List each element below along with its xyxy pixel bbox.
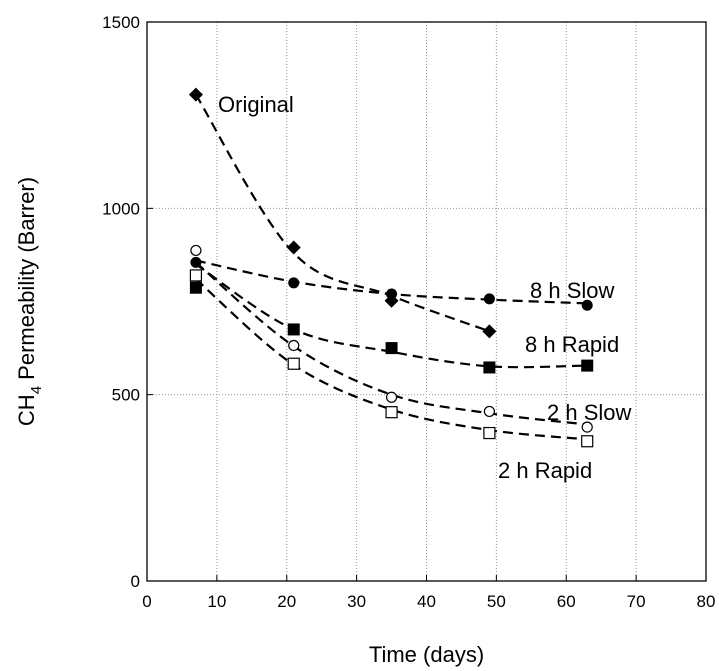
series-label-8-h-slow: 8 h Slow bbox=[530, 278, 614, 303]
data-markers bbox=[188, 87, 594, 448]
x-tick-label: 30 bbox=[347, 592, 366, 611]
point-8-h-rapid bbox=[581, 359, 594, 372]
y-tick-label: 500 bbox=[112, 386, 140, 405]
y-axis-title: CH4 Permeability (Barrer) bbox=[14, 177, 45, 426]
point-8-h-slow bbox=[190, 256, 202, 268]
point-8-h-slow bbox=[288, 277, 300, 289]
x-tick-label: 80 bbox=[697, 592, 716, 611]
series-label-8-h-rapid: 8 h Rapid bbox=[525, 332, 619, 357]
x-axis-title: Time (days) bbox=[369, 642, 484, 667]
x-tick-label: 0 bbox=[142, 592, 151, 611]
curve-original bbox=[194, 94, 490, 333]
point-8-h-rapid bbox=[483, 361, 496, 374]
x-tick-label: 10 bbox=[207, 592, 226, 611]
point-2-h-slow bbox=[581, 421, 593, 433]
point-2-h-slow bbox=[385, 391, 398, 403]
y-tick-label: 0 bbox=[131, 572, 140, 591]
point-8-h-slow bbox=[483, 293, 495, 305]
point-8-h-rapid bbox=[287, 323, 300, 336]
y-axis-ticks: 0 500 1000 1500 bbox=[102, 13, 153, 591]
x-tick-label: 40 bbox=[417, 592, 436, 611]
point-2-h-rapid bbox=[581, 435, 594, 448]
point-original bbox=[188, 87, 203, 102]
fit-curves bbox=[194, 94, 588, 441]
series-label-original: Original bbox=[218, 92, 294, 117]
x-tick-label: 60 bbox=[557, 592, 576, 611]
point-8-h-rapid bbox=[189, 281, 202, 294]
point-2-h-rapid bbox=[483, 426, 496, 440]
series-labels: Original 8 h Slow 8 h Rapid 2 h Slow 2 h Rap… bbox=[218, 92, 631, 483]
series-label-2-h-slow: 2 h Slow bbox=[547, 400, 631, 425]
point-8-h-rapid bbox=[385, 342, 398, 355]
x-tick-label: 20 bbox=[277, 592, 296, 611]
y-tick-label: 1000 bbox=[102, 199, 140, 218]
grid-lines bbox=[147, 22, 706, 581]
point-8-h-slow bbox=[581, 299, 593, 311]
y-axis-title-prefix: CH bbox=[14, 394, 39, 426]
x-tick-label: 70 bbox=[627, 592, 646, 611]
point-2-h-rapid bbox=[287, 357, 300, 370]
x-tick-label: 50 bbox=[487, 592, 506, 611]
series-label-2-h-rapid: 2 h Rapid bbox=[498, 458, 592, 483]
y-axis-title-suffix: Permeability (Barrer) bbox=[14, 177, 39, 386]
point-2-h-slow bbox=[483, 405, 495, 418]
point-original bbox=[482, 324, 497, 339]
point-2-h-rapid bbox=[189, 269, 203, 282]
point-2-h-slow bbox=[190, 244, 202, 257]
point-8-h-slow bbox=[386, 288, 398, 300]
point-original bbox=[286, 240, 301, 255]
point-2-h-rapid bbox=[385, 406, 398, 419]
x-axis-ticks: 0 10 20 30 40 50 60 70 80 bbox=[142, 575, 715, 611]
y-tick-label: 1500 bbox=[102, 13, 140, 32]
y-axis-title-subscript: 4 bbox=[28, 386, 45, 394]
point-2-h-slow bbox=[288, 339, 300, 352]
